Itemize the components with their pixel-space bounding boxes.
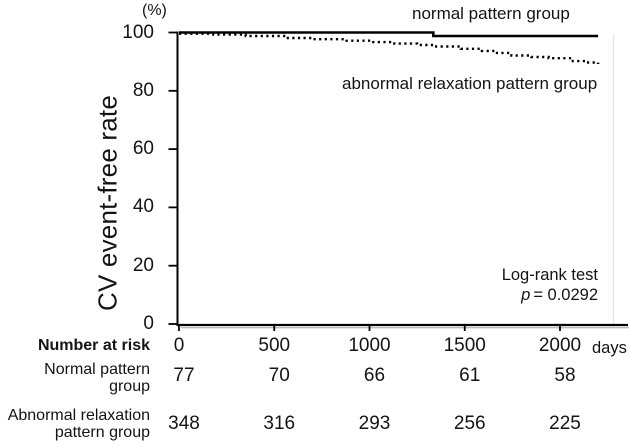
number-at-risk-header: Number at risk — [37, 337, 150, 354]
y-axis-unit-label: (%) — [142, 2, 167, 19]
curve-label-normal-group: normal pattern group — [412, 4, 570, 23]
risk-row-label-abnormal: Abnormal relaxation pattern group — [7, 407, 150, 441]
risk-value: 225 — [549, 413, 581, 434]
risk-value: 66 — [363, 365, 386, 386]
risk-row-label-normal: Normal pattern group — [44, 361, 150, 395]
y-tick-label: 100 — [122, 21, 154, 43]
y-tick-label: 60 — [132, 138, 154, 160]
y-tick-label: 0 — [143, 313, 154, 334]
x-tick-label: 2000 — [538, 335, 582, 356]
curve-normal-group — [179, 31, 599, 38]
y-tick-label: 20 — [132, 254, 154, 276]
x-tick-label: 1000 — [348, 335, 391, 356]
risk-value: 316 — [263, 413, 296, 434]
risk-value: 256 — [453, 413, 486, 434]
x-axis-unit-label: days — [592, 339, 627, 357]
logrank-annotation: Log-rank test p = 0.0292 — [460, 265, 598, 305]
risk-value: 348 — [168, 413, 200, 434]
x-tick-label: 0 — [173, 335, 185, 356]
risk-value: 61 — [459, 365, 481, 386]
risk-value: 58 — [554, 365, 576, 386]
risk-value: 70 — [268, 365, 290, 386]
curve-label-abnormal-group: abnormal relaxation pattern group — [342, 74, 598, 93]
logrank-test-name: Log-rank test — [501, 266, 598, 284]
x-tick-label: 500 — [258, 335, 291, 356]
x-tick-label: 1500 — [443, 335, 486, 356]
logrank-p-value: p = 0.0292 — [521, 286, 598, 304]
y-tick-label: 40 — [132, 196, 154, 218]
risk-value: 293 — [358, 413, 391, 434]
risk-value: 77 — [173, 365, 195, 386]
y-tick-label: 80 — [132, 79, 154, 101]
curve-abnormal-group — [179, 32, 600, 64]
